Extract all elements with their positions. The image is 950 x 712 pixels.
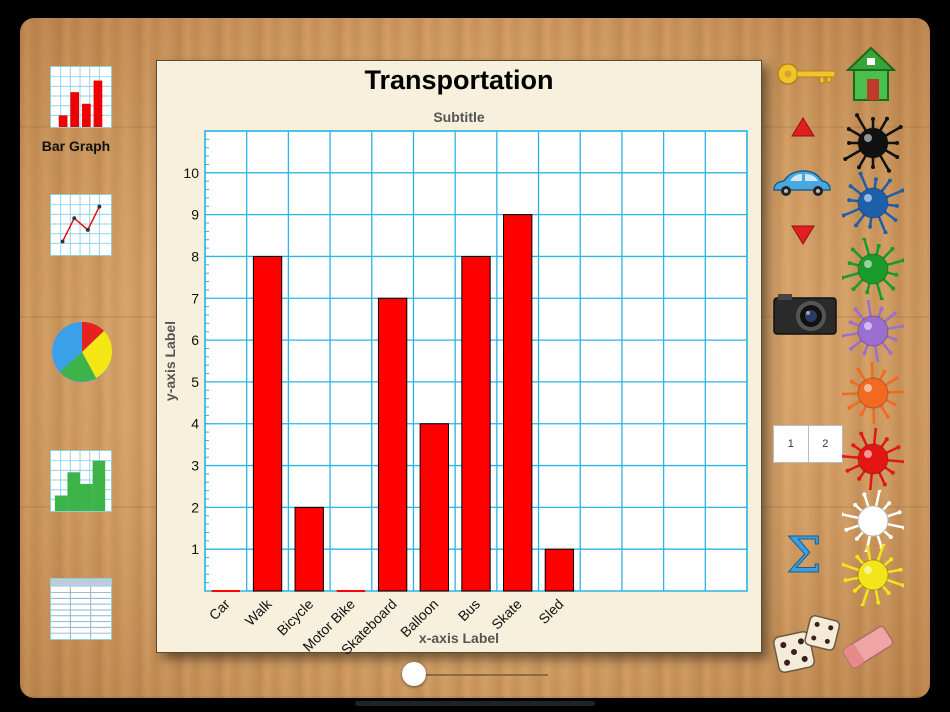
home-button[interactable] — [845, 46, 897, 102]
home-icon — [845, 46, 897, 101]
paint-color-splat[interactable] — [839, 425, 907, 493]
x-axis-label: x-axis Label — [419, 630, 499, 646]
car-button[interactable] — [770, 168, 834, 198]
pie-chart-icon — [52, 321, 113, 382]
line-graph-icon — [51, 195, 111, 255]
paint-color-splat[interactable] — [840, 236, 906, 302]
car-icon — [773, 170, 831, 196]
move-down-button[interactable] — [790, 224, 816, 246]
paint-color-splat[interactable] — [841, 171, 905, 235]
bar-skateboard — [377, 297, 408, 592]
arrow-up-icon — [791, 117, 815, 137]
x-tick-label: Walk — [242, 595, 276, 629]
y-tick-label: 9 — [191, 207, 199, 223]
camera-button[interactable] — [772, 292, 838, 336]
paint-splat-icon — [843, 113, 903, 173]
y-tick-label: 8 — [191, 248, 199, 264]
bar-sled — [544, 548, 575, 592]
bar-skate — [503, 214, 533, 592]
x-tick-label: Bus — [455, 596, 483, 624]
bar-bus — [461, 255, 491, 592]
svg-text:Σ: Σ — [786, 528, 821, 580]
bar-bicycle — [294, 506, 324, 592]
dice-button[interactable] — [772, 612, 841, 676]
x-tick-label: Car — [206, 596, 234, 624]
slider-knob[interactable] — [402, 662, 426, 686]
x-tick-label: Skate — [488, 596, 525, 633]
paint-splat-icon — [839, 425, 907, 493]
histogram-tool[interactable] — [50, 450, 112, 512]
y-tick-label: 5 — [191, 374, 199, 390]
page-2-button[interactable]: 2 — [822, 438, 829, 450]
page-1-button[interactable]: 1 — [774, 426, 809, 462]
chart-subtitle[interactable]: Subtitle — [433, 109, 485, 125]
paint-splat-icon — [839, 487, 907, 555]
key-button[interactable] — [776, 60, 838, 88]
paint-color-splat[interactable] — [840, 542, 906, 608]
sigma-icon: Σ — [786, 526, 822, 585]
paint-color-splat[interactable] — [842, 112, 904, 174]
y-tick-label: 6 — [191, 332, 199, 348]
y-tick-label: 4 — [191, 416, 199, 432]
paint-color-splat[interactable] — [839, 487, 907, 555]
arrow-down-icon — [791, 225, 815, 245]
key-icon — [777, 63, 836, 85]
bar-balloon — [419, 423, 449, 592]
table-tool[interactable] — [50, 578, 112, 640]
y-axis-label: y-axis Label — [162, 321, 178, 401]
y-tick-label: 1 — [191, 541, 199, 557]
chart-paper[interactable]: Transportation Subtitle 1 2 3 4 5 6 7 8 9 10 Car Wa… — [156, 60, 763, 654]
eraser-icon — [842, 625, 894, 669]
bar-graph-label: Bar Graph — [41, 138, 111, 154]
eraser-button[interactable] — [842, 622, 894, 672]
y-tick-label: 3 — [191, 458, 199, 474]
y-tick-label: 10 — [183, 165, 199, 181]
paint-splat-icon — [841, 171, 905, 235]
home-indicator — [355, 701, 595, 706]
bar-graph-tool[interactable] — [50, 66, 112, 128]
x-tick-label: Sled — [535, 596, 566, 627]
paint-splat-icon — [840, 236, 906, 302]
bar-walk — [252, 255, 283, 592]
histogram-icon — [51, 451, 111, 511]
slider-track[interactable] — [414, 674, 548, 676]
table-icon — [51, 579, 111, 639]
move-up-button[interactable] — [790, 116, 816, 138]
pie-chart-tool[interactable] — [50, 320, 114, 384]
paint-splat-icon — [839, 297, 907, 365]
paint-splat-icon — [840, 542, 906, 608]
dice-icon — [773, 615, 841, 673]
paint-color-splat[interactable] — [839, 359, 907, 427]
paint-splat-icon — [839, 359, 907, 427]
y-tick-label: 7 — [191, 290, 199, 306]
bar-graph-icon — [51, 67, 111, 127]
statistics-button[interactable]: Σ — [784, 526, 824, 585]
chart-title[interactable]: Transportation — [364, 65, 554, 95]
y-tick-label: 2 — [191, 499, 199, 515]
camera-icon — [773, 294, 837, 335]
line-graph-tool[interactable] — [50, 194, 112, 256]
page-selector[interactable]: 1 2 — [773, 425, 843, 463]
paint-color-splat[interactable] — [839, 297, 907, 365]
